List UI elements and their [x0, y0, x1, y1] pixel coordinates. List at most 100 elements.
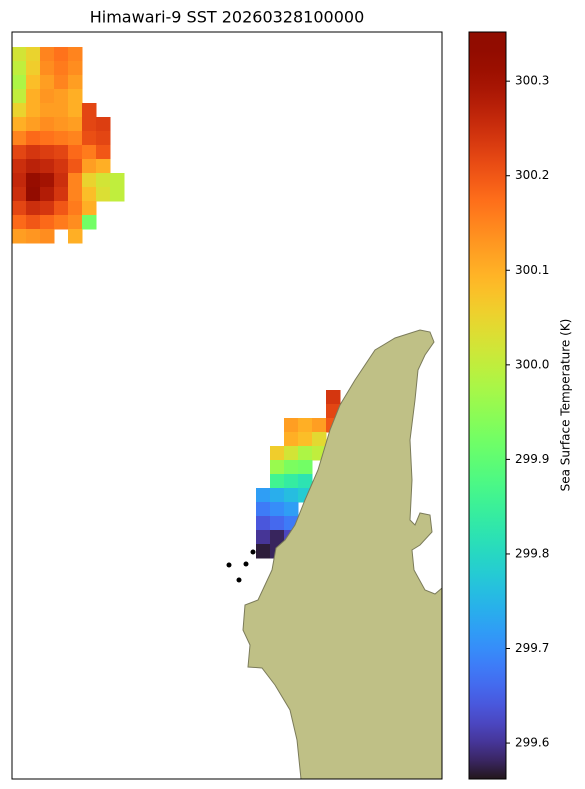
- sst-cell: [12, 215, 27, 230]
- sst-cell: [54, 103, 69, 118]
- sst-cell: [270, 460, 285, 475]
- sst-cell: [26, 47, 41, 62]
- colorbar-tick-label: 299.6: [515, 736, 549, 750]
- sst-cell: [298, 418, 313, 433]
- sst-cell: [284, 432, 299, 447]
- sst-cell: [68, 187, 83, 202]
- sst-cell: [26, 187, 41, 202]
- island: [236, 577, 242, 583]
- sst-cell: [26, 103, 41, 118]
- sst-cell: [12, 89, 27, 104]
- sst-cell: [110, 173, 125, 188]
- sst-cell: [256, 530, 271, 545]
- island: [250, 549, 256, 555]
- sst-cell: [82, 145, 97, 160]
- sst-cell: [96, 173, 111, 188]
- sst-cell: [26, 159, 41, 174]
- sst-cell: [12, 173, 27, 188]
- sst-cell: [40, 89, 55, 104]
- sst-cell: [40, 145, 55, 160]
- sst-cell: [68, 145, 83, 160]
- sst-cell: [54, 131, 69, 146]
- sst-cell: [40, 187, 55, 202]
- sst-cell: [82, 173, 97, 188]
- sst-cell: [82, 117, 97, 132]
- sst-cell: [284, 446, 299, 461]
- sst-cell: [40, 159, 55, 174]
- sst-cell: [96, 159, 111, 174]
- colorbar-tick-label: 299.7: [515, 641, 549, 655]
- sst-cell: [82, 159, 97, 174]
- sst-cell: [256, 502, 271, 517]
- sst-cell: [54, 187, 69, 202]
- sst-cell: [68, 103, 83, 118]
- coastline: [242, 329, 442, 779]
- sst-cell: [40, 103, 55, 118]
- sst-cell: [82, 187, 97, 202]
- colorbar-tick-label: 300.3: [515, 74, 549, 88]
- sst-cell: [82, 131, 97, 146]
- sst-cell: [284, 502, 299, 517]
- sst-cell: [12, 117, 27, 132]
- sst-cell: [54, 47, 69, 62]
- sst-cell: [26, 131, 41, 146]
- colorbar-tick-label: 299.9: [515, 452, 549, 466]
- sst-cell: [96, 117, 111, 132]
- sst-cell: [96, 187, 111, 202]
- sst-cell: [12, 131, 27, 146]
- sst-cell: [68, 201, 83, 216]
- sst-cell: [68, 75, 83, 90]
- sst-cell: [26, 89, 41, 104]
- sst-cell: [68, 89, 83, 104]
- sst-cell: [12, 229, 27, 244]
- sst-cell: [68, 131, 83, 146]
- island: [226, 562, 232, 568]
- map-frame: [11, 31, 443, 780]
- sst-cell: [68, 159, 83, 174]
- sst-cell: [12, 47, 27, 62]
- sst-cell: [298, 474, 313, 489]
- sst-cell: [270, 446, 285, 461]
- sst-cell: [326, 390, 341, 405]
- sst-cell: [12, 187, 27, 202]
- sst-cell: [12, 61, 27, 76]
- sst-cell: [68, 215, 83, 230]
- sst-cell: [284, 474, 299, 489]
- sst-cell: [256, 488, 271, 503]
- sst-cell: [40, 47, 55, 62]
- sst-cell: [298, 460, 313, 475]
- sst-cell: [284, 418, 299, 433]
- island: [243, 561, 249, 567]
- sst-cell: [40, 75, 55, 90]
- sst-cell: [54, 61, 69, 76]
- sst-cell: [26, 117, 41, 132]
- sst-cell: [68, 117, 83, 132]
- sst-cell: [270, 516, 285, 531]
- sst-cell: [298, 432, 313, 447]
- sst-pixels: [12, 47, 341, 559]
- sst-cell: [54, 75, 69, 90]
- sst-cell: [12, 159, 27, 174]
- sst-cell: [26, 173, 41, 188]
- sst-cell: [40, 173, 55, 188]
- sst-cell: [54, 215, 69, 230]
- sst-cell: [54, 117, 69, 132]
- land: [226, 329, 442, 779]
- sst-cell: [96, 145, 111, 160]
- sst-cell: [270, 488, 285, 503]
- sst-cell: [68, 229, 83, 244]
- sst-cell: [284, 488, 299, 503]
- sst-cell: [312, 418, 327, 433]
- sst-cell: [40, 229, 55, 244]
- map-title: Himawari-9 SST 20260328100000: [90, 8, 365, 27]
- sst-cell: [26, 201, 41, 216]
- colorbar-tick-label: 300.1: [515, 263, 549, 277]
- sst-cell: [68, 173, 83, 188]
- sst-cell: [54, 145, 69, 160]
- sst-cell: [68, 61, 83, 76]
- sst-cell: [12, 103, 27, 118]
- sst-cell: [26, 75, 41, 90]
- colorbar: [468, 31, 507, 780]
- sst-cell: [256, 516, 271, 531]
